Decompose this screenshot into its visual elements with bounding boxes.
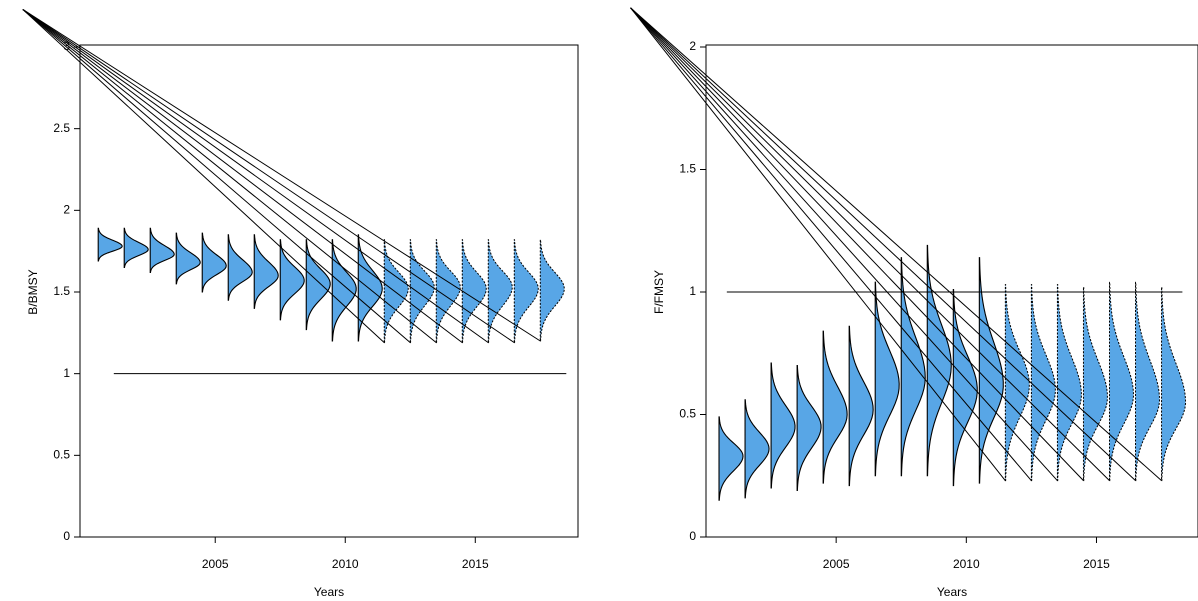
violin <box>1135 281 1160 482</box>
projection-line <box>22 9 385 344</box>
violin <box>718 416 744 501</box>
violin <box>149 227 175 273</box>
plot-frame <box>79 44 579 538</box>
x-tick-label: 2015 <box>1083 557 1110 571</box>
y-tick-label: 0 <box>689 529 696 543</box>
projection-line <box>22 9 437 344</box>
violin <box>900 257 926 477</box>
projection-line <box>630 7 1032 481</box>
y-tick-label: 1 <box>689 284 696 298</box>
violin <box>1082 286 1108 482</box>
violin <box>1004 284 1030 482</box>
x-axis-label: Years <box>937 585 967 599</box>
violin <box>822 330 848 484</box>
x-tick-label: 2015 <box>462 557 489 571</box>
plot-frame <box>705 44 1198 538</box>
y-axis-label: F/FMSY <box>652 270 666 314</box>
projection-line <box>630 7 1058 481</box>
y-tick-label: 1 <box>63 366 70 380</box>
violin <box>201 232 227 293</box>
violin <box>331 239 357 342</box>
violin <box>123 227 149 269</box>
y-tick-label: 0 <box>63 529 70 543</box>
projection-line <box>630 7 1162 482</box>
panel: 0 0.5 1 1.5 2 2.5 3 2005 2010 2015 Years B/BMSY <box>22 9 579 599</box>
projection-line <box>22 9 489 344</box>
projection-line <box>630 7 1006 481</box>
violin <box>513 239 539 344</box>
projection-line <box>630 7 1136 482</box>
x-tick-label: 2010 <box>332 557 359 571</box>
violin <box>435 239 461 344</box>
violin <box>305 239 331 331</box>
violin <box>357 234 383 342</box>
violin <box>1161 286 1187 482</box>
y-axis-label: B/BMSY <box>26 269 40 314</box>
violin <box>539 239 565 342</box>
violin <box>487 239 513 344</box>
violin <box>952 289 978 487</box>
violin <box>409 239 435 344</box>
projection-line <box>22 9 515 344</box>
projection-line <box>22 9 411 344</box>
violin <box>874 281 900 477</box>
violin <box>926 244 952 477</box>
projection-line <box>630 7 1084 481</box>
violin <box>1030 284 1056 482</box>
y-tick-label: 1.5 <box>679 162 696 176</box>
projection-line <box>630 7 1110 482</box>
violin <box>1056 284 1082 482</box>
y-tick-label: 2.5 <box>53 121 70 135</box>
x-tick-label: 2005 <box>202 557 229 571</box>
projection-line <box>22 9 463 344</box>
panel: 0 0.5 1 1.5 2 2005 2010 2015 Years F/FMSY <box>630 7 1198 599</box>
y-tick-label: 0.5 <box>679 407 696 421</box>
violin <box>175 232 201 285</box>
violin <box>848 325 874 487</box>
violin <box>383 239 409 344</box>
violin <box>97 227 123 262</box>
violin <box>253 234 279 309</box>
y-tick-label: 0.5 <box>53 448 70 462</box>
x-tick-label: 2010 <box>953 557 980 571</box>
x-tick-label: 2005 <box>823 557 850 571</box>
violin <box>227 234 253 301</box>
projection-line <box>22 9 541 342</box>
violin <box>279 239 305 321</box>
y-tick-label: 2 <box>689 39 696 53</box>
y-tick-label: 3 <box>63 39 70 53</box>
violin <box>1108 281 1134 482</box>
violin <box>796 364 822 491</box>
violin <box>744 399 770 499</box>
x-axis-label: Years <box>314 585 344 599</box>
violin <box>770 362 796 489</box>
y-tick-label: 2 <box>63 203 70 217</box>
y-tick-label: 1.5 <box>53 284 70 298</box>
violin <box>461 239 487 344</box>
